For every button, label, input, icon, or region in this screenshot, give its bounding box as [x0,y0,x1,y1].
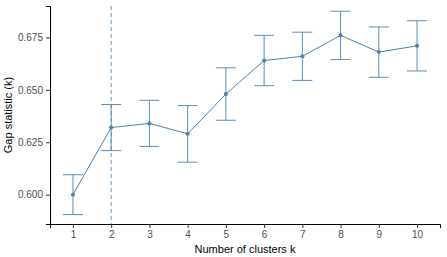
tick-mark [226,224,227,228]
reference-line [111,6,112,224]
error-bar [369,27,389,77]
axis-line [51,225,441,229]
tick-label: 0.625 [18,137,43,148]
point [224,92,228,96]
point [262,59,266,63]
axis-line [46,7,51,225]
tick: 2 [109,224,115,240]
tick: 7 [300,224,306,240]
marks [63,6,427,224]
tick-mark [149,224,150,228]
tick-mark [379,224,380,228]
error-bar [101,105,121,151]
tick: 0.675 [18,32,50,43]
error-bar-cap [178,105,198,106]
error-bar [254,35,274,85]
error-bar-cap [407,20,427,21]
line [73,35,417,194]
tick-mark [302,224,303,228]
tick-label: 1 [71,229,77,240]
point [339,33,343,37]
tick-label: 3 [147,229,153,240]
tick: 1 [71,224,77,240]
tick: 6 [262,224,268,240]
error-bar-cap [101,104,121,105]
error-bar [331,11,351,59]
tick-label: 10 [412,229,424,240]
error-bar [407,21,427,71]
tick-mark [46,37,50,38]
error-bar-cap [139,146,159,147]
error-bar-cap [254,85,274,86]
point [186,132,190,136]
point [109,126,113,130]
tick-label: 4 [185,229,191,240]
tick: 5 [224,224,230,240]
tick-label: 0.650 [18,85,43,96]
y-axis: 0.600 0.625 0.650 0.675 [18,7,51,225]
tick-mark [264,224,265,228]
point [300,54,304,58]
error-bar-cap [369,26,389,27]
tick: 0.625 [18,137,50,148]
error-bar-cap [139,100,159,101]
plot: 1 2 3 4 5 6 7 8 9 10 0.600 0.625 0.650 0.675 [18,6,441,240]
error-bar-cap [216,67,236,68]
tick-label: 7 [300,229,306,240]
tick-mark [46,195,50,196]
error-bar-cap [369,77,389,78]
tick-label: 6 [262,229,268,240]
tick-label: 2 [109,229,115,240]
tick-label: 0.675 [18,32,43,43]
chart: 1 2 3 4 5 6 7 8 9 10 0.600 0.625 0.650 0.675 Number of… [0,0,447,257]
error-bar-cap [407,70,427,71]
tick-mark [341,224,342,228]
point [147,121,151,125]
tick: 4 [185,224,191,240]
y-axis-title: Gap statistic (k) [2,77,14,153]
error-bar [139,100,159,146]
error-bar-cap [331,59,351,60]
error-bar-cap [178,162,198,163]
tick-label: 5 [224,229,230,240]
tick-mark [46,142,50,143]
error-bar-cap [63,214,83,215]
tick-mark [73,224,74,228]
error-bar-cap [254,35,274,36]
tick: 0.650 [18,85,50,96]
tick-label: 9 [377,229,383,240]
error-bar-cap [63,174,83,175]
tick-label: 8 [338,229,344,240]
error-bar-cap [292,80,312,81]
tick-label: 0.600 [18,189,43,200]
x-axis-title: Number of clusters k [195,243,296,255]
point [415,44,419,48]
error-bar [63,175,83,215]
point [377,50,381,54]
error-bar [216,68,236,120]
tick: 10 [412,224,424,240]
tick: 3 [147,224,153,240]
series [63,11,427,214]
error-bar-cap [101,150,121,151]
x-axis: 1 2 3 4 5 6 7 8 9 10 [51,224,441,240]
tick: 0.600 [18,189,50,200]
error-bar [292,32,312,80]
error-bar [178,106,198,163]
error-bar-cap [216,120,236,121]
tick: 8 [338,224,344,240]
error-bar-cap [331,11,351,12]
tick-mark [417,224,418,228]
point [71,193,75,197]
tick-mark [111,224,112,228]
error-bar-cap [292,32,312,33]
tick-mark [188,224,189,228]
tick: 9 [377,224,383,240]
tick-mark [46,90,50,91]
